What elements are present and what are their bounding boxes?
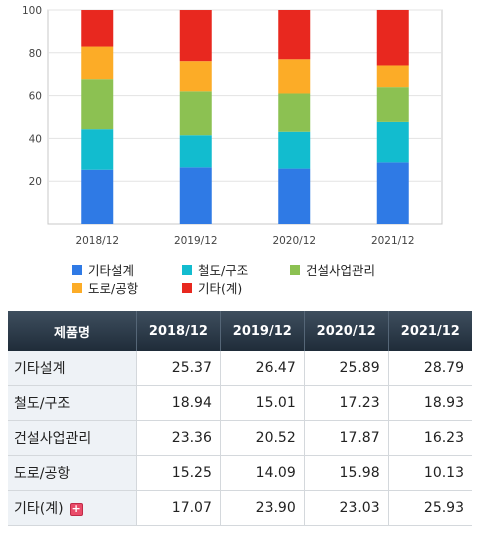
bar-segment <box>376 162 409 224</box>
legend-label: 도로/공항 <box>88 281 139 296</box>
value-cell: 23.03 <box>304 490 389 526</box>
table-row: 기타(계) +17.07 23.90 23.03 25.93 <box>8 490 472 526</box>
data-table: 제품명 2018/12 2019/12 2020/12 2021/12 기타설계 25.3… <box>8 311 472 526</box>
value-cell: 17.07 <box>136 490 221 526</box>
bar-segment <box>278 131 311 169</box>
x-tick-label: 2019/12 <box>174 235 218 247</box>
value-cell: 17.23 <box>304 385 389 421</box>
y-tick-label: 80 <box>29 48 42 60</box>
bar-segment <box>278 93 311 132</box>
plus-icon[interactable]: + <box>69 501 83 516</box>
value-cell: 25.93 <box>388 490 472 526</box>
bar-segment <box>81 129 114 170</box>
row-label: 기타설계 <box>8 351 137 386</box>
value-cell: 18.94 <box>136 385 221 421</box>
legend-item: 기타(계) <box>182 278 242 297</box>
column-header-period: 2020/12 <box>304 311 389 351</box>
row-label-text: 건설사업관리 <box>14 431 92 447</box>
column-header-period: 2018/12 <box>136 311 221 351</box>
x-tick-label: 2018/12 <box>75 235 119 247</box>
bar-segment <box>376 9 409 66</box>
value-cell: 18.93 <box>388 385 472 421</box>
value-cell: 16.23 <box>388 420 472 456</box>
value-cell: 23.36 <box>136 420 221 456</box>
table-body: 기타설계 25.37 26.47 25.89 28.79 철도/구조 18.94 15.01 1… <box>8 351 472 526</box>
legend-item: 도로/공항 <box>72 278 138 297</box>
legend-label: 철도/구조 <box>198 263 249 278</box>
value-cell: 25.89 <box>304 351 389 386</box>
bar-segment <box>278 10 311 60</box>
value-cell: 28.79 <box>388 351 472 386</box>
bar-segment <box>81 10 114 47</box>
legend-label: 기타(계) <box>198 281 243 296</box>
row-label: 건설사업관리 <box>8 420 137 456</box>
bar-segment <box>81 46 114 80</box>
plot-area <box>47 9 443 225</box>
bar-segment <box>376 121 409 163</box>
stacked-bar-chart: 20 40 60 80 100 2018/12 2019/12 2020/12 2021/12 … <box>22 5 443 297</box>
value-cell: 20.52 <box>220 420 305 456</box>
legend-item: 철도/구조 <box>182 260 248 279</box>
table-row: 건설사업관리 23.36 20.52 17.87 16.23 <box>8 420 472 456</box>
value-cell: 14.09 <box>220 455 305 491</box>
value-cell: 25.37 <box>136 351 221 386</box>
bar-segment <box>179 167 212 224</box>
value-cell: 17.87 <box>304 420 389 456</box>
table-row: 도로/공항 15.25 14.09 15.98 10.13 <box>8 455 472 491</box>
bar-segment <box>179 135 212 168</box>
bar-segment <box>278 168 311 224</box>
y-tick-label: 100 <box>22 5 42 17</box>
y-tick-label: 20 <box>29 176 42 188</box>
bar-segment <box>179 10 212 62</box>
bar-segment <box>376 87 409 122</box>
chart-canvas: 20 40 60 80 100 2018/12 2019/12 2020/12 2021/12 <box>22 5 443 247</box>
table-row: 기타설계 25.37 26.47 25.89 28.79 <box>8 351 472 386</box>
bar-segment <box>179 91 212 136</box>
bar-segment <box>81 169 114 224</box>
legend-swatch <box>182 264 192 275</box>
y-tick-label: 60 <box>29 91 42 103</box>
legend-item: 건설사업관리 <box>290 260 375 279</box>
bar-segment <box>81 79 114 130</box>
legend-swatch <box>72 264 82 275</box>
value-cell: 15.01 <box>220 385 305 421</box>
column-header-period: 2019/12 <box>220 311 305 351</box>
legend-item: 기타설계 <box>72 260 134 279</box>
legend-label: 건설사업관리 <box>306 263 376 278</box>
value-cell: 15.98 <box>304 455 389 491</box>
column-header-period: 2021/12 <box>388 311 472 351</box>
table-header-row: 제품명 2018/12 2019/12 2020/12 2021/12 <box>8 311 472 351</box>
y-tick-label: 40 <box>29 133 42 145</box>
row-label-text: 기타(계) <box>14 501 64 517</box>
value-cell: 26.47 <box>220 351 305 386</box>
legend-swatch <box>72 282 82 293</box>
row-label-text: 기타설계 <box>14 361 66 377</box>
row-label-text: 도로/공항 <box>14 466 71 482</box>
row-label: 도로/공항 <box>8 455 137 491</box>
value-cell: 15.25 <box>136 455 221 491</box>
bar-segment <box>278 59 311 94</box>
legend-swatch <box>182 282 192 293</box>
row-label: 기타(계) + <box>8 490 137 526</box>
bar-segment <box>179 61 212 92</box>
value-cell: 23.90 <box>220 490 305 526</box>
row-label-text: 철도/구조 <box>14 396 71 412</box>
bar-segment <box>376 65 409 88</box>
legend-label: 기타설계 <box>88 263 135 278</box>
row-label: 철도/구조 <box>8 385 137 421</box>
value-cell: 10.13 <box>388 455 472 491</box>
x-tick-label: 2020/12 <box>272 235 316 247</box>
table-row: 철도/구조 18.94 15.01 17.23 18.93 <box>8 385 472 421</box>
legend-swatch <box>290 264 300 275</box>
column-header-product: 제품명 <box>8 311 137 351</box>
x-tick-label: 2021/12 <box>371 235 415 247</box>
